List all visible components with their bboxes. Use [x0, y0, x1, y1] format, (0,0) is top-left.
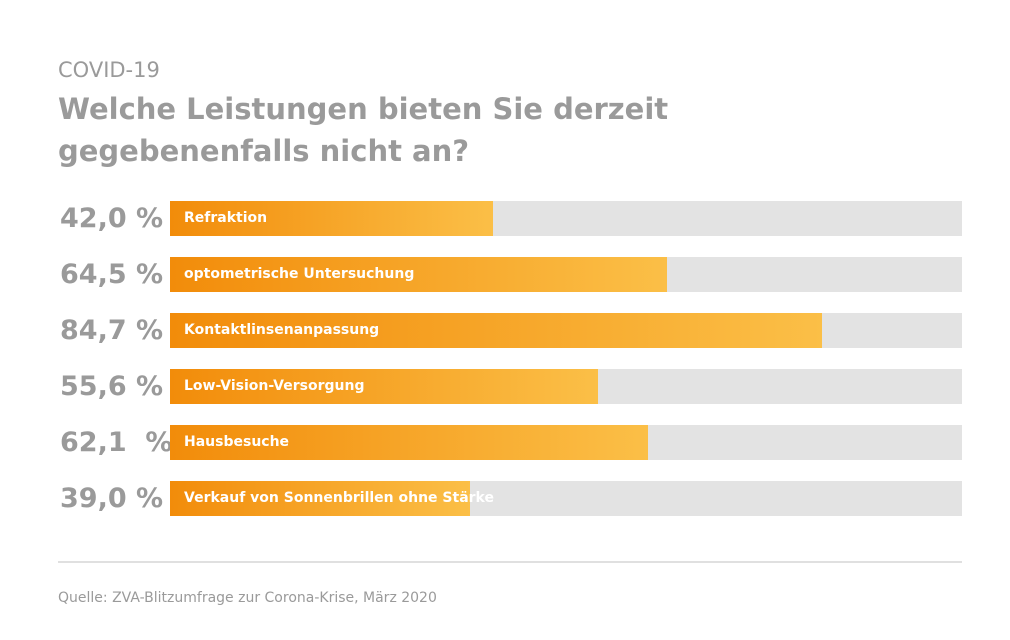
bar-row: 62,1 % Hausbesuche: [0, 425, 1010, 460]
divider: [58, 561, 962, 563]
category-label: Refraktion: [184, 210, 268, 226]
bar-track: optometrische Untersuchung: [170, 257, 962, 292]
category-label: Kontaktlinsenanpassung: [184, 322, 380, 338]
bar-track: Hausbesuche: [170, 425, 962, 460]
bar-track: Kontaktlinsenanpassung: [170, 313, 962, 348]
bar: Low-Vision-Versorgung: [170, 369, 599, 404]
value-label: 62,1 %: [60, 427, 173, 458]
bar-row: 39,0 % Verkauf von Sonnenbrillen ohne St…: [0, 481, 1010, 516]
value-label: 42,0 %: [60, 203, 164, 234]
bar-row: 55,6 % Low-Vision-Versorgung: [0, 369, 1010, 404]
category-label: Hausbesuche: [184, 434, 290, 450]
value-label: 55,6 %: [60, 371, 164, 402]
bar: Kontaktlinsenanpassung: [170, 313, 823, 348]
category-label: Low-Vision-Versorgung: [184, 378, 365, 394]
value-label: 39,0 %: [60, 483, 164, 514]
bar-track: Refraktion: [170, 201, 962, 236]
kicker: COVID-19: [58, 58, 160, 82]
source-note: Quelle: ZVA-Blitzumfrage zur Corona-Kris…: [58, 590, 437, 606]
bar-row: 42,0 % Refraktion: [0, 201, 1010, 236]
chart-title: Welche Leistungen bieten Sie derzeit geg…: [58, 92, 669, 168]
value-label: 84,7 %: [60, 315, 164, 346]
value-label: 64,5 %: [60, 259, 164, 290]
bar: Hausbesuche: [170, 425, 649, 460]
bar-row: 64,5 % optometrische Untersuchung: [0, 257, 1010, 292]
category-label: optometrische Untersuchung: [184, 266, 415, 282]
bar-track: Low-Vision-Versorgung: [170, 369, 962, 404]
bar: Verkauf von Sonnenbrillen ohne Stärke: [170, 481, 494, 516]
bar: Refraktion: [170, 201, 494, 236]
bar-row: 84,7 % Kontaktlinsenanpassung: [0, 313, 1010, 348]
bar-track: Verkauf von Sonnenbrillen ohne Stärke: [170, 481, 962, 516]
category-label: Verkauf von Sonnenbrillen ohne Stärke: [184, 490, 494, 506]
bar: optometrische Untersuchung: [170, 257, 667, 292]
